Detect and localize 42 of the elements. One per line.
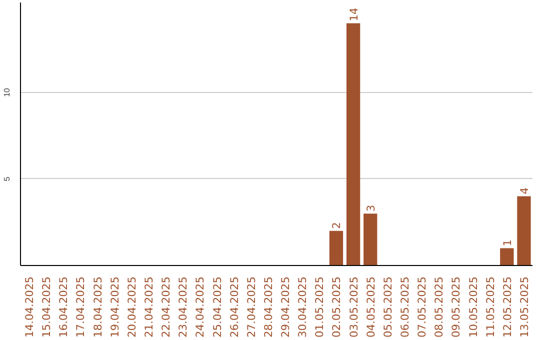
x-tick-label: 25.04.2025 [210, 276, 224, 338]
x-tick-label: 23.04.2025 [176, 276, 190, 338]
data-label: 4 [518, 187, 531, 194]
x-tick-label: 11.05.2025 [484, 276, 497, 338]
y-tick-label: 10 [2, 87, 12, 97]
x-tick-label: 07.05.2025 [416, 276, 429, 338]
data-label: 14 [347, 7, 360, 22]
x-tick-label: 05.05.2025 [381, 276, 394, 338]
x-tick-label: 14.04.2025 [23, 276, 36, 338]
bar [500, 248, 514, 266]
x-tick-label: 26.04.2025 [228, 276, 241, 338]
x-tick-label: 01.05.2025 [313, 276, 326, 338]
x-tick-label: 02.05.2025 [330, 276, 344, 338]
bar [364, 214, 378, 266]
x-tick-label: 13.05.2025 [518, 276, 531, 338]
bar [517, 196, 531, 266]
x-tick-label: 03.05.2025 [347, 276, 360, 338]
x-tick-label: 16.04.2025 [57, 276, 70, 338]
x-tick-label: 29.04.2025 [279, 276, 292, 338]
y-tick-label: 5 [2, 176, 12, 182]
x-tick-label: 17.04.2025 [74, 276, 88, 338]
data-label: 2 [330, 222, 344, 229]
x-tick-label: 09.05.2025 [450, 276, 463, 338]
bar [329, 230, 344, 266]
x-tick-label: 27.04.2025 [244, 276, 258, 338]
x-tick-label: 22.04.2025 [160, 276, 173, 338]
x-tick-label: 18.04.2025 [91, 276, 104, 338]
x-tick-label: 10.05.2025 [466, 276, 480, 338]
data-label: 3 [364, 204, 378, 212]
x-tick-label: 04.05.2025 [364, 276, 378, 338]
x-tick-label: 08.05.2025 [432, 276, 446, 338]
x-tick-label: 19.04.2025 [108, 276, 122, 338]
x-tick-label: 20.04.2025 [125, 276, 138, 338]
bar [346, 23, 360, 266]
x-tick-label: 28.04.2025 [262, 276, 275, 338]
x-tick-label: 12.05.2025 [500, 276, 514, 338]
x-tick-label: 30.04.2025 [296, 276, 310, 338]
data-label: 1 [500, 239, 514, 246]
x-tick-label: 06.05.2025 [398, 276, 412, 338]
x-tick-label: 24.04.2025 [194, 276, 207, 338]
x-tick-label: 21.04.2025 [142, 276, 156, 338]
x-tick-label: 15.04.2025 [40, 276, 54, 338]
